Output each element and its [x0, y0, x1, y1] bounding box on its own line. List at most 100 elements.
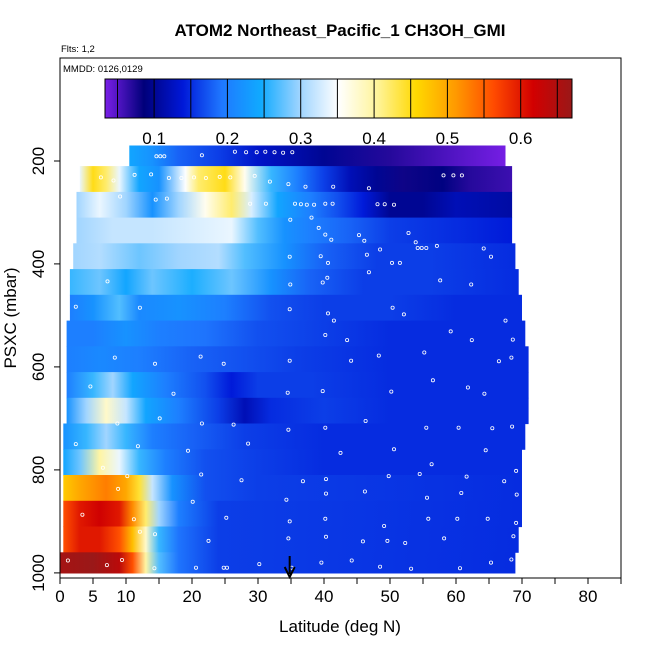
observation-point	[292, 201, 297, 206]
observation-point	[376, 353, 381, 358]
observation-point	[403, 541, 408, 546]
observation-point	[323, 516, 328, 521]
observation-point	[248, 201, 253, 206]
observation-point	[389, 389, 394, 394]
x-tick-label: 60	[447, 587, 466, 606]
colorbar-tick-label: 0.2	[216, 129, 240, 148]
observation-point	[510, 424, 515, 429]
y-tick-label: 400	[29, 250, 48, 278]
observation-point	[288, 282, 293, 287]
observation-point	[323, 232, 328, 237]
observation-point	[438, 278, 443, 283]
observation-point	[390, 305, 395, 310]
heatmap-layers	[60, 145, 529, 574]
heatmap-layer	[63, 526, 519, 553]
observation-point	[434, 243, 439, 248]
observation-point	[514, 520, 519, 525]
x-tick-label: 20	[183, 587, 202, 606]
observation-point	[166, 175, 171, 180]
observation-point	[272, 150, 277, 155]
heatmap-layer	[60, 552, 516, 574]
observation-point	[190, 499, 195, 504]
heatmap-layer	[63, 423, 526, 450]
observation-point	[456, 425, 461, 430]
observation-point	[257, 562, 262, 567]
observation-point	[316, 225, 321, 230]
observation-point	[364, 252, 369, 257]
x-axis: 0 5 10 20 30 40 50 60 70 80	[55, 578, 622, 606]
observation-point	[132, 172, 137, 177]
observation-point	[157, 416, 162, 421]
observation-point	[224, 565, 229, 570]
observation-point	[221, 361, 226, 366]
observation-point	[485, 516, 490, 521]
x-tick-label: 50	[381, 587, 400, 606]
observation-point	[323, 425, 328, 430]
observation-point	[111, 178, 116, 183]
heatmap-layer	[69, 269, 519, 296]
observation-point	[481, 246, 486, 251]
observation-point	[171, 391, 176, 396]
observation-point	[304, 202, 309, 207]
observation-point	[509, 557, 514, 562]
observation-point	[482, 391, 487, 396]
observation-point	[149, 172, 154, 177]
observation-point	[378, 564, 383, 569]
observation-point	[419, 245, 424, 250]
observation-point	[65, 558, 70, 563]
observation-point	[203, 175, 208, 180]
observation-point	[105, 279, 110, 284]
observation-point	[426, 516, 431, 521]
y-tick-label: 200	[29, 147, 48, 175]
colorbar-tick-label: 0.5	[436, 129, 460, 148]
observation-point	[303, 184, 308, 189]
observation-point	[224, 515, 229, 520]
observation-point	[385, 538, 390, 543]
observation-point	[287, 307, 292, 312]
observation-point	[378, 247, 383, 252]
observation-point	[459, 173, 464, 178]
observation-point	[320, 280, 325, 285]
observation-point	[231, 422, 236, 427]
observation-point	[330, 201, 335, 206]
observation-point	[448, 329, 453, 334]
observation-point	[206, 538, 211, 543]
observation-point	[246, 441, 251, 446]
heatmap-layer	[79, 166, 513, 193]
x-tick-label: 5	[88, 587, 97, 606]
observation-point	[366, 186, 371, 191]
observation-point	[459, 490, 464, 495]
observation-point	[287, 358, 292, 363]
observation-point	[312, 202, 317, 207]
observation-point	[318, 254, 323, 259]
observation-point	[125, 474, 130, 479]
observation-point	[451, 173, 456, 178]
y-tick-label: 600	[29, 353, 48, 381]
dates-label: MMDD: 0126,0129	[63, 64, 143, 75]
colorbar-tick-label: 0.3	[289, 129, 313, 148]
observation-point	[455, 516, 460, 521]
observation-point	[360, 539, 365, 544]
observation-point	[112, 355, 117, 360]
observation-point	[362, 238, 367, 243]
observation-point	[413, 240, 418, 245]
observation-point	[442, 536, 447, 541]
colorbar-gradient	[104, 78, 573, 119]
x-tick-label: 0	[55, 587, 64, 606]
observation-point	[73, 304, 78, 309]
observation-point	[424, 425, 429, 430]
colorbar-tick-label: 0.4	[362, 129, 386, 148]
observation-point	[422, 350, 427, 355]
observation-point	[164, 196, 169, 201]
flights-label: Flts: 1,2	[61, 44, 95, 55]
observation-point	[118, 194, 123, 199]
plot-frame	[59, 57, 622, 579]
y-axis-label: PSXC (mbar)	[1, 267, 20, 368]
observation-point	[338, 450, 343, 455]
observation-point	[115, 421, 120, 426]
observation-point	[415, 245, 420, 250]
observation-point	[185, 448, 190, 453]
observation-point	[457, 566, 462, 571]
observation-point	[232, 149, 237, 154]
heatmap-layer	[73, 243, 516, 270]
